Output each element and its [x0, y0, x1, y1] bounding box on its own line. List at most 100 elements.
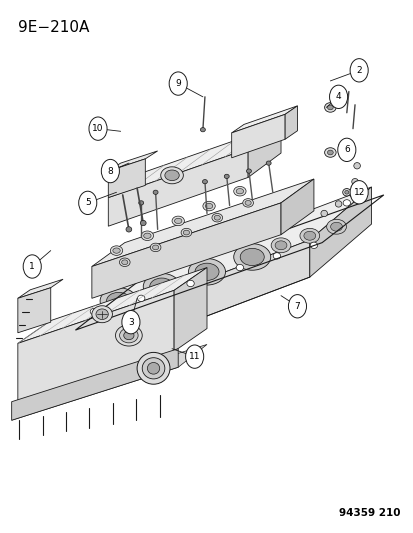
Text: 8: 8: [107, 166, 113, 175]
Text: 9: 9: [175, 79, 180, 88]
Polygon shape: [71, 240, 309, 367]
Ellipse shape: [327, 150, 332, 155]
Circle shape: [78, 191, 97, 215]
Ellipse shape: [271, 238, 290, 253]
Ellipse shape: [353, 163, 359, 169]
Ellipse shape: [172, 216, 184, 225]
Ellipse shape: [351, 179, 358, 185]
Ellipse shape: [233, 244, 270, 270]
Ellipse shape: [330, 222, 342, 231]
Ellipse shape: [266, 161, 271, 165]
Ellipse shape: [236, 189, 243, 194]
Polygon shape: [12, 349, 178, 420]
Text: 3: 3: [128, 318, 133, 327]
Ellipse shape: [326, 219, 346, 234]
Ellipse shape: [236, 264, 243, 271]
Ellipse shape: [115, 325, 142, 346]
Polygon shape: [71, 187, 370, 330]
Polygon shape: [285, 106, 297, 139]
Polygon shape: [18, 279, 63, 298]
Ellipse shape: [211, 214, 222, 222]
Polygon shape: [18, 290, 174, 405]
Circle shape: [89, 117, 107, 140]
Polygon shape: [247, 124, 280, 177]
Ellipse shape: [188, 259, 225, 285]
Ellipse shape: [92, 306, 112, 322]
Circle shape: [349, 181, 367, 204]
Ellipse shape: [303, 231, 315, 240]
Polygon shape: [108, 149, 247, 226]
Text: 94359 210: 94359 210: [338, 508, 399, 519]
Circle shape: [288, 295, 306, 318]
Ellipse shape: [150, 243, 161, 252]
Ellipse shape: [233, 187, 245, 196]
Ellipse shape: [164, 170, 179, 181]
Polygon shape: [108, 159, 145, 198]
Ellipse shape: [342, 189, 350, 196]
Polygon shape: [309, 187, 370, 277]
Ellipse shape: [242, 199, 253, 207]
Polygon shape: [92, 203, 280, 298]
Text: 1: 1: [29, 262, 35, 271]
Ellipse shape: [143, 233, 151, 238]
Polygon shape: [92, 179, 313, 266]
Ellipse shape: [137, 295, 145, 302]
Ellipse shape: [121, 260, 128, 265]
Ellipse shape: [240, 248, 263, 265]
Polygon shape: [108, 124, 280, 198]
Ellipse shape: [351, 192, 358, 198]
Ellipse shape: [143, 273, 180, 300]
Ellipse shape: [100, 288, 137, 314]
Ellipse shape: [110, 246, 122, 255]
Circle shape: [23, 255, 41, 278]
Ellipse shape: [202, 180, 207, 184]
Circle shape: [337, 138, 355, 161]
Circle shape: [329, 85, 347, 109]
Ellipse shape: [160, 167, 183, 184]
Ellipse shape: [246, 169, 251, 173]
Ellipse shape: [205, 204, 212, 209]
Circle shape: [121, 311, 140, 334]
Ellipse shape: [244, 200, 251, 205]
Ellipse shape: [96, 309, 108, 319]
Ellipse shape: [224, 174, 229, 179]
Ellipse shape: [90, 309, 97, 315]
Ellipse shape: [147, 362, 159, 374]
Polygon shape: [231, 106, 297, 133]
Ellipse shape: [335, 201, 341, 207]
Ellipse shape: [137, 352, 170, 384]
Text: 6: 6: [343, 146, 349, 155]
Ellipse shape: [140, 220, 146, 225]
Text: 2: 2: [356, 66, 361, 75]
Text: 7: 7: [294, 302, 299, 311]
Ellipse shape: [327, 105, 332, 110]
Text: 9E−210A: 9E−210A: [18, 20, 89, 35]
Ellipse shape: [349, 191, 356, 198]
Ellipse shape: [320, 211, 327, 216]
Polygon shape: [174, 268, 206, 351]
Text: 10: 10: [92, 124, 104, 133]
Ellipse shape: [123, 331, 134, 340]
Ellipse shape: [119, 328, 138, 343]
Polygon shape: [18, 268, 206, 343]
Ellipse shape: [342, 200, 350, 206]
Ellipse shape: [183, 230, 189, 235]
Ellipse shape: [142, 358, 164, 379]
Circle shape: [101, 159, 119, 183]
Ellipse shape: [113, 248, 120, 253]
Ellipse shape: [214, 215, 220, 220]
Ellipse shape: [344, 190, 348, 194]
Circle shape: [169, 72, 187, 95]
Ellipse shape: [106, 292, 130, 310]
Ellipse shape: [174, 218, 181, 223]
Circle shape: [185, 345, 203, 368]
Ellipse shape: [299, 228, 319, 243]
Ellipse shape: [274, 241, 286, 250]
Text: 12: 12: [353, 188, 364, 197]
Ellipse shape: [324, 148, 335, 157]
Ellipse shape: [309, 242, 317, 248]
Ellipse shape: [126, 227, 131, 232]
Polygon shape: [18, 288, 51, 333]
Ellipse shape: [150, 278, 173, 295]
Ellipse shape: [324, 103, 335, 112]
